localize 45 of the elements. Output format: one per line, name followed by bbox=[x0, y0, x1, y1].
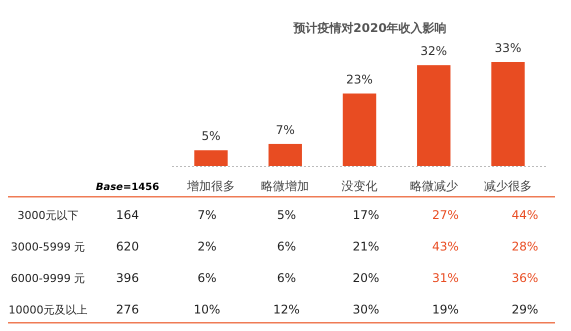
data-label: 33% bbox=[494, 41, 522, 55]
category-label: 3000-5999 元 bbox=[10, 240, 86, 254]
category-label: 3000元以下 bbox=[18, 209, 78, 222]
chart-title: 预计疫情对2020年收入影响 bbox=[292, 21, 447, 35]
x-tick-label: 略微增加 bbox=[261, 179, 310, 193]
text: 10% bbox=[194, 302, 220, 316]
text: 20% bbox=[352, 271, 380, 285]
x-tick-label: 没变化 bbox=[342, 179, 378, 193]
bar bbox=[268, 144, 302, 166]
text: 44% bbox=[512, 208, 538, 222]
text: 19% bbox=[432, 302, 459, 316]
text: 396 bbox=[116, 271, 139, 285]
bar bbox=[491, 62, 525, 166]
text: 6% bbox=[276, 271, 296, 285]
data-label: 7% bbox=[276, 122, 295, 137]
category-label: 6000-9999 元 bbox=[10, 272, 86, 285]
text: 6% bbox=[197, 271, 217, 285]
data-label: 32% bbox=[420, 44, 448, 58]
bar bbox=[342, 94, 376, 166]
text: 5% bbox=[276, 208, 296, 222]
text: 28% bbox=[512, 240, 538, 254]
bar bbox=[417, 65, 450, 166]
data-label: 5% bbox=[201, 129, 221, 144]
bar bbox=[194, 150, 228, 166]
text: 276 bbox=[116, 302, 139, 316]
x-tick-label: 略微减少 bbox=[410, 179, 458, 193]
text: 620 bbox=[116, 240, 139, 254]
text: 17% bbox=[352, 208, 380, 222]
text: 29% bbox=[512, 302, 538, 316]
text: 6% bbox=[276, 240, 296, 254]
text: 30% bbox=[352, 302, 380, 316]
text: 36% bbox=[512, 271, 538, 285]
text: 7% bbox=[197, 208, 217, 222]
text: 21% bbox=[352, 240, 380, 254]
category-label: Base=1456 bbox=[96, 182, 160, 193]
text: 2% bbox=[197, 240, 217, 254]
text: 43% bbox=[432, 240, 459, 254]
text: 164 bbox=[116, 208, 139, 222]
x-tick-label: 减少很多 bbox=[484, 179, 532, 193]
text: 31% bbox=[432, 271, 459, 285]
data-label: 23% bbox=[346, 72, 373, 87]
text: 27% bbox=[432, 208, 459, 222]
x-tick-label: 增加很多 bbox=[186, 179, 235, 193]
category-label: 10000元及以上 bbox=[8, 304, 88, 316]
text: 12% bbox=[273, 302, 300, 316]
